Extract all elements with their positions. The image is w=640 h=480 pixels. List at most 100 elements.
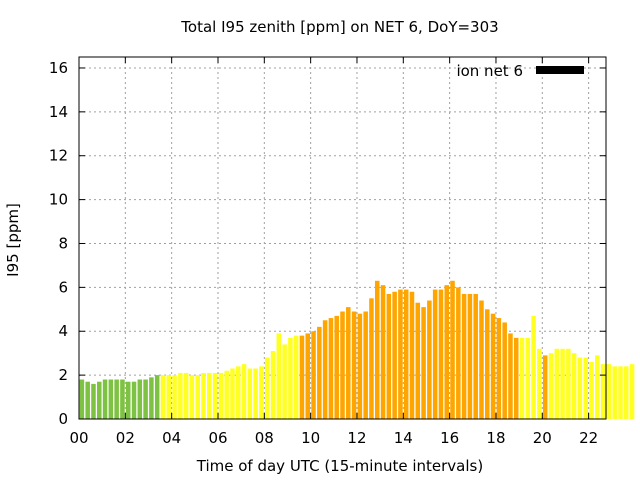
bar — [299, 335, 305, 419]
bar — [270, 350, 276, 419]
bar — [600, 364, 606, 419]
bar — [369, 298, 374, 419]
axis-ticks — [78, 57, 606, 420]
bar — [282, 344, 287, 419]
bar — [485, 309, 490, 419]
x-tick-label: 06 — [208, 429, 227, 447]
x-tick-label: 00 — [69, 429, 88, 447]
bar — [624, 366, 629, 419]
bar — [513, 337, 519, 419]
bar — [548, 353, 554, 419]
bar — [363, 311, 368, 419]
y-tick-label: 0 — [58, 410, 68, 428]
x-tick-label: 12 — [347, 429, 366, 447]
bar — [207, 372, 212, 419]
bar — [120, 379, 125, 419]
bar — [178, 372, 183, 419]
bar — [357, 313, 363, 419]
bar — [108, 379, 114, 419]
bar — [97, 381, 102, 419]
bar — [125, 381, 131, 419]
bar — [85, 381, 90, 419]
y-tick-label: 6 — [58, 278, 68, 296]
y-tick-label: 4 — [58, 322, 68, 340]
bar — [154, 375, 160, 419]
bar — [392, 291, 397, 419]
x-tick-label: 22 — [579, 429, 598, 447]
legend: ion net 6 — [456, 62, 584, 80]
bar — [479, 300, 484, 419]
bar — [218, 372, 224, 419]
y-tick-labels: 0 2 4 6 8 10 12 14 16 — [49, 59, 68, 428]
bar — [560, 348, 565, 419]
bar — [224, 370, 229, 419]
bar — [427, 300, 432, 419]
bar — [131, 381, 137, 419]
bar — [276, 333, 282, 419]
bar — [91, 383, 96, 419]
x-tick-label: 18 — [486, 429, 505, 447]
bar — [618, 366, 623, 419]
bar — [149, 377, 154, 419]
bar — [241, 364, 247, 419]
bar — [328, 318, 334, 419]
legend-swatch — [536, 66, 584, 74]
bar — [114, 379, 119, 419]
x-tick-label: 16 — [440, 429, 459, 447]
y-tick-label: 12 — [49, 147, 68, 165]
chart-title: Total I95 zenith [ppm] on NET 6, DoY=303 — [180, 18, 498, 36]
bar — [432, 289, 438, 419]
bar — [311, 331, 316, 419]
bar — [195, 375, 200, 419]
x-tick-labels: 00 02 04 06 08 10 12 14 16 18 20 22 — [69, 429, 598, 447]
bar — [230, 368, 235, 419]
bar — [571, 353, 577, 419]
bar — [79, 379, 85, 419]
bar — [421, 307, 426, 419]
bar — [317, 326, 322, 419]
bar — [490, 313, 496, 419]
legend-label: ion net 6 — [456, 62, 523, 80]
bar — [160, 375, 166, 419]
bar — [253, 368, 258, 419]
bar — [629, 364, 635, 419]
bar — [351, 311, 357, 419]
y-tick-label: 14 — [49, 103, 68, 121]
x-tick-label: 10 — [301, 429, 320, 447]
bar — [247, 368, 253, 419]
bar — [542, 355, 548, 419]
bar — [293, 335, 299, 419]
bar — [502, 322, 507, 419]
bar — [537, 348, 542, 419]
bar — [201, 372, 206, 419]
bar — [322, 320, 328, 419]
bar — [473, 293, 478, 419]
bar — [583, 357, 588, 419]
bar — [456, 287, 461, 419]
bar — [612, 366, 617, 419]
bar — [467, 293, 473, 419]
y-tick-label: 16 — [49, 59, 68, 77]
bar — [525, 337, 531, 419]
bar — [305, 333, 311, 419]
bar — [577, 357, 583, 419]
x-tick-label: 20 — [533, 429, 552, 447]
y-tick-label: 2 — [58, 366, 68, 384]
bar — [438, 289, 444, 419]
bar — [531, 315, 536, 419]
y-tick-label: 10 — [49, 191, 68, 209]
bar — [264, 357, 270, 419]
bar — [415, 302, 421, 419]
y-axis-label: I95 [ppm] — [4, 203, 22, 277]
bars — [79, 280, 635, 419]
x-tick-label: 14 — [394, 429, 413, 447]
bar — [450, 280, 455, 419]
bar — [606, 364, 612, 419]
x-tick-label: 08 — [255, 429, 274, 447]
bar — [334, 315, 339, 419]
bar — [172, 375, 177, 419]
bar — [409, 291, 415, 419]
bar — [380, 285, 386, 419]
bar — [595, 355, 600, 419]
